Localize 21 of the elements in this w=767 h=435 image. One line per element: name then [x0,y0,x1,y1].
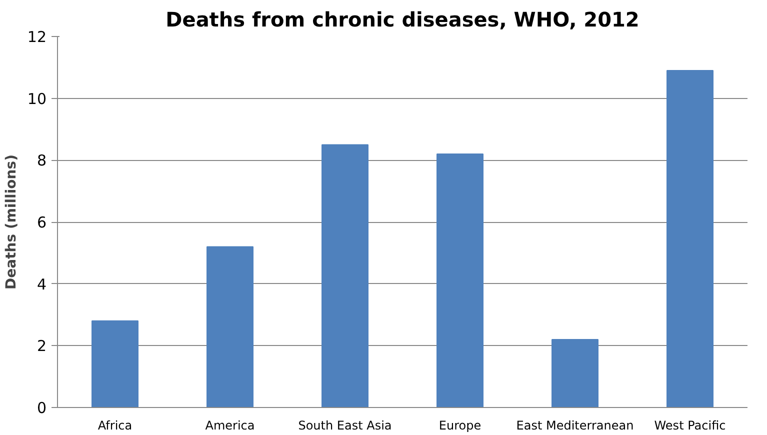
x-tick-label: Africa [98,418,132,432]
y-tick-label: 10 [27,90,47,108]
chart-title: Deaths from chronic diseases, WHO, 2012 [166,8,640,32]
y-tick-label: 4 [36,275,47,294]
bar [322,144,368,408]
x-tick-label: East Mediterranean [516,418,634,432]
x-tick-label: Europe [438,418,482,432]
y-tick-label: 6 [36,214,47,232]
y-tick-label: 8 [36,152,47,170]
x-tick-label: West Pacific [654,418,726,432]
bar [436,153,484,408]
y-tick-label: 0 [36,399,47,417]
x-tick-label: America [205,418,255,432]
y-axis-title: Deaths (millions) [3,154,20,290]
y-tick-label: 12 [27,28,47,46]
y-tick-label: 2 [36,337,47,356]
bar [92,320,138,408]
bar [552,338,598,408]
bar [666,70,714,408]
x-tick-label: South East Asia [298,418,392,432]
bar [206,246,254,408]
